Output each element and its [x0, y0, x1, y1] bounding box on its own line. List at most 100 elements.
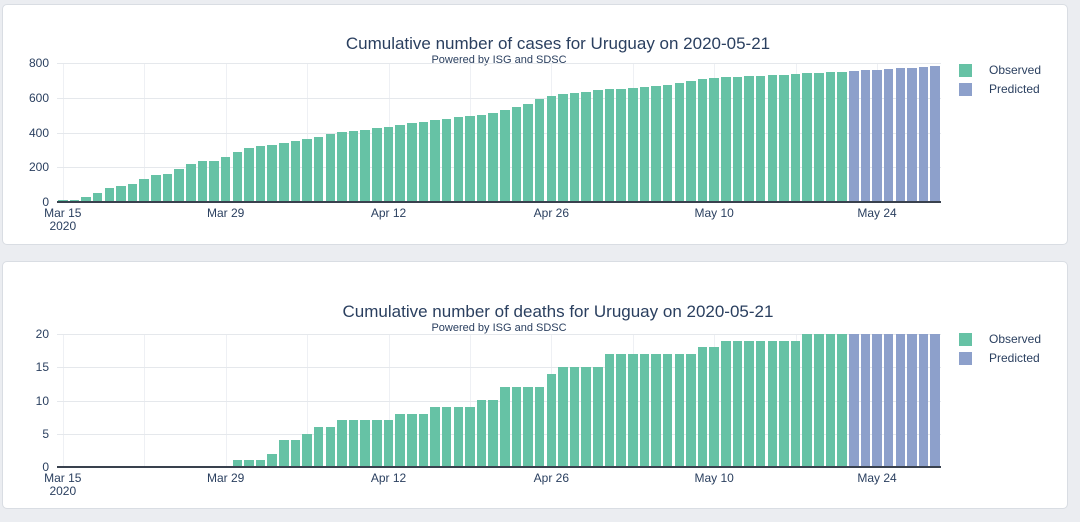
observed-bar[interactable] — [546, 96, 557, 202]
observed-bar[interactable] — [558, 367, 568, 467]
observed-bar[interactable] — [802, 334, 812, 467]
observed-bar[interactable] — [220, 157, 231, 202]
observed-bar[interactable] — [814, 73, 824, 202]
observed-bar[interactable] — [779, 341, 789, 467]
observed-bar[interactable] — [662, 354, 673, 467]
observed-bar[interactable] — [639, 354, 650, 467]
observed-bar[interactable] — [197, 161, 208, 202]
observed-bar[interactable] — [139, 179, 149, 202]
observed-bar[interactable] — [209, 161, 219, 202]
observed-bar[interactable] — [279, 143, 289, 202]
observed-bar[interactable] — [406, 414, 417, 467]
observed-bar[interactable] — [604, 89, 615, 202]
observed-bar[interactable] — [395, 414, 405, 467]
observed-bar[interactable] — [151, 175, 161, 202]
predicted-bar[interactable] — [872, 70, 882, 202]
observed-bar[interactable] — [383, 127, 394, 202]
legend-item-observed[interactable]: Observed — [959, 63, 1041, 77]
observed-bar[interactable] — [581, 92, 591, 202]
observed-bar[interactable] — [511, 387, 522, 467]
observed-bar[interactable] — [546, 374, 557, 467]
observed-bar[interactable] — [267, 454, 277, 467]
observed-bar[interactable] — [430, 407, 440, 467]
observed-bar[interactable] — [453, 117, 464, 202]
observed-bar[interactable] — [488, 113, 498, 202]
observed-bar[interactable] — [744, 76, 754, 202]
predicted-bar[interactable] — [918, 67, 929, 202]
predicted-bar[interactable] — [860, 334, 871, 467]
observed-bar[interactable] — [325, 134, 336, 202]
observed-bar[interactable] — [488, 400, 498, 467]
observed-bar[interactable] — [662, 85, 673, 202]
observed-bar[interactable] — [651, 354, 661, 467]
observed-bar[interactable] — [476, 115, 487, 202]
legend-item-predicted[interactable]: Predicted — [959, 351, 1041, 365]
observed-bar[interactable] — [616, 354, 626, 467]
predicted-bar[interactable] — [895, 68, 906, 202]
observed-bar[interactable] — [721, 341, 731, 467]
observed-bar[interactable] — [709, 347, 719, 467]
observed-bar[interactable] — [360, 130, 370, 202]
observed-bar[interactable] — [406, 123, 417, 202]
observed-bar[interactable] — [697, 347, 708, 467]
observed-bar[interactable] — [232, 152, 243, 202]
observed-bar[interactable] — [523, 387, 533, 467]
predicted-bar[interactable] — [895, 334, 906, 467]
observed-bar[interactable] — [627, 354, 638, 467]
observed-bar[interactable] — [581, 367, 591, 467]
predicted-bar[interactable] — [930, 66, 940, 202]
legend-item-predicted[interactable]: Predicted — [959, 82, 1041, 96]
observed-bar[interactable] — [790, 74, 801, 202]
observed-bar[interactable] — [348, 420, 359, 467]
observed-bar[interactable] — [313, 427, 324, 467]
predicted-bar[interactable] — [930, 334, 940, 467]
observed-bar[interactable] — [593, 367, 603, 467]
observed-bar[interactable] — [500, 387, 510, 467]
predicted-bar[interactable] — [872, 334, 882, 467]
predicted-bar[interactable] — [883, 69, 894, 202]
legend-item-observed[interactable]: Observed — [959, 332, 1041, 346]
observed-bar[interactable] — [313, 137, 324, 202]
observed-bar[interactable] — [593, 90, 603, 202]
observed-bar[interactable] — [465, 407, 475, 467]
predicted-bar[interactable] — [907, 68, 917, 202]
observed-bar[interactable] — [767, 75, 778, 202]
observed-bar[interactable] — [279, 440, 289, 467]
observed-bar[interactable] — [674, 354, 685, 467]
predicted-bar[interactable] — [883, 334, 894, 467]
observed-bar[interactable] — [360, 420, 370, 467]
cases-plot-area[interactable]: 0 200 400 600 800 Mar 15 2020 Mar 29 Apr 12 Apr 2… — [29, 56, 941, 233]
observed-bar[interactable] — [511, 107, 522, 202]
observed-bar[interactable] — [534, 387, 545, 467]
observed-bar[interactable] — [837, 334, 847, 467]
observed-bar[interactable] — [569, 93, 580, 202]
observed-bar[interactable] — [185, 164, 196, 202]
observed-bar[interactable] — [500, 110, 510, 202]
observed-bar[interactable] — [779, 75, 789, 202]
observed-bar[interactable] — [534, 99, 545, 202]
observed-bar[interactable] — [697, 79, 708, 202]
observed-bar[interactable] — [255, 460, 266, 467]
observed-bar[interactable] — [802, 73, 812, 202]
observed-bar[interactable] — [104, 188, 115, 202]
observed-bar[interactable] — [825, 334, 836, 467]
observed-bar[interactable] — [709, 78, 719, 202]
observed-bar[interactable] — [116, 186, 126, 202]
observed-bar[interactable] — [767, 341, 778, 467]
observed-bar[interactable] — [325, 427, 336, 467]
predicted-bar[interactable] — [918, 334, 929, 467]
observed-bar[interactable] — [127, 184, 138, 202]
observed-bar[interactable] — [604, 354, 615, 467]
predicted-bar[interactable] — [907, 334, 917, 467]
observed-bar[interactable] — [430, 120, 440, 202]
observed-bar[interactable] — [255, 146, 266, 202]
observed-bar[interactable] — [290, 141, 301, 202]
observed-bar[interactable] — [616, 89, 626, 202]
observed-bar[interactable] — [372, 128, 382, 202]
observed-bar[interactable] — [302, 139, 312, 202]
observed-bar[interactable] — [337, 420, 347, 467]
observed-bar[interactable] — [441, 407, 452, 467]
observed-bar[interactable] — [790, 341, 801, 467]
observed-bar[interactable] — [558, 94, 568, 202]
observed-bar[interactable] — [837, 72, 847, 202]
